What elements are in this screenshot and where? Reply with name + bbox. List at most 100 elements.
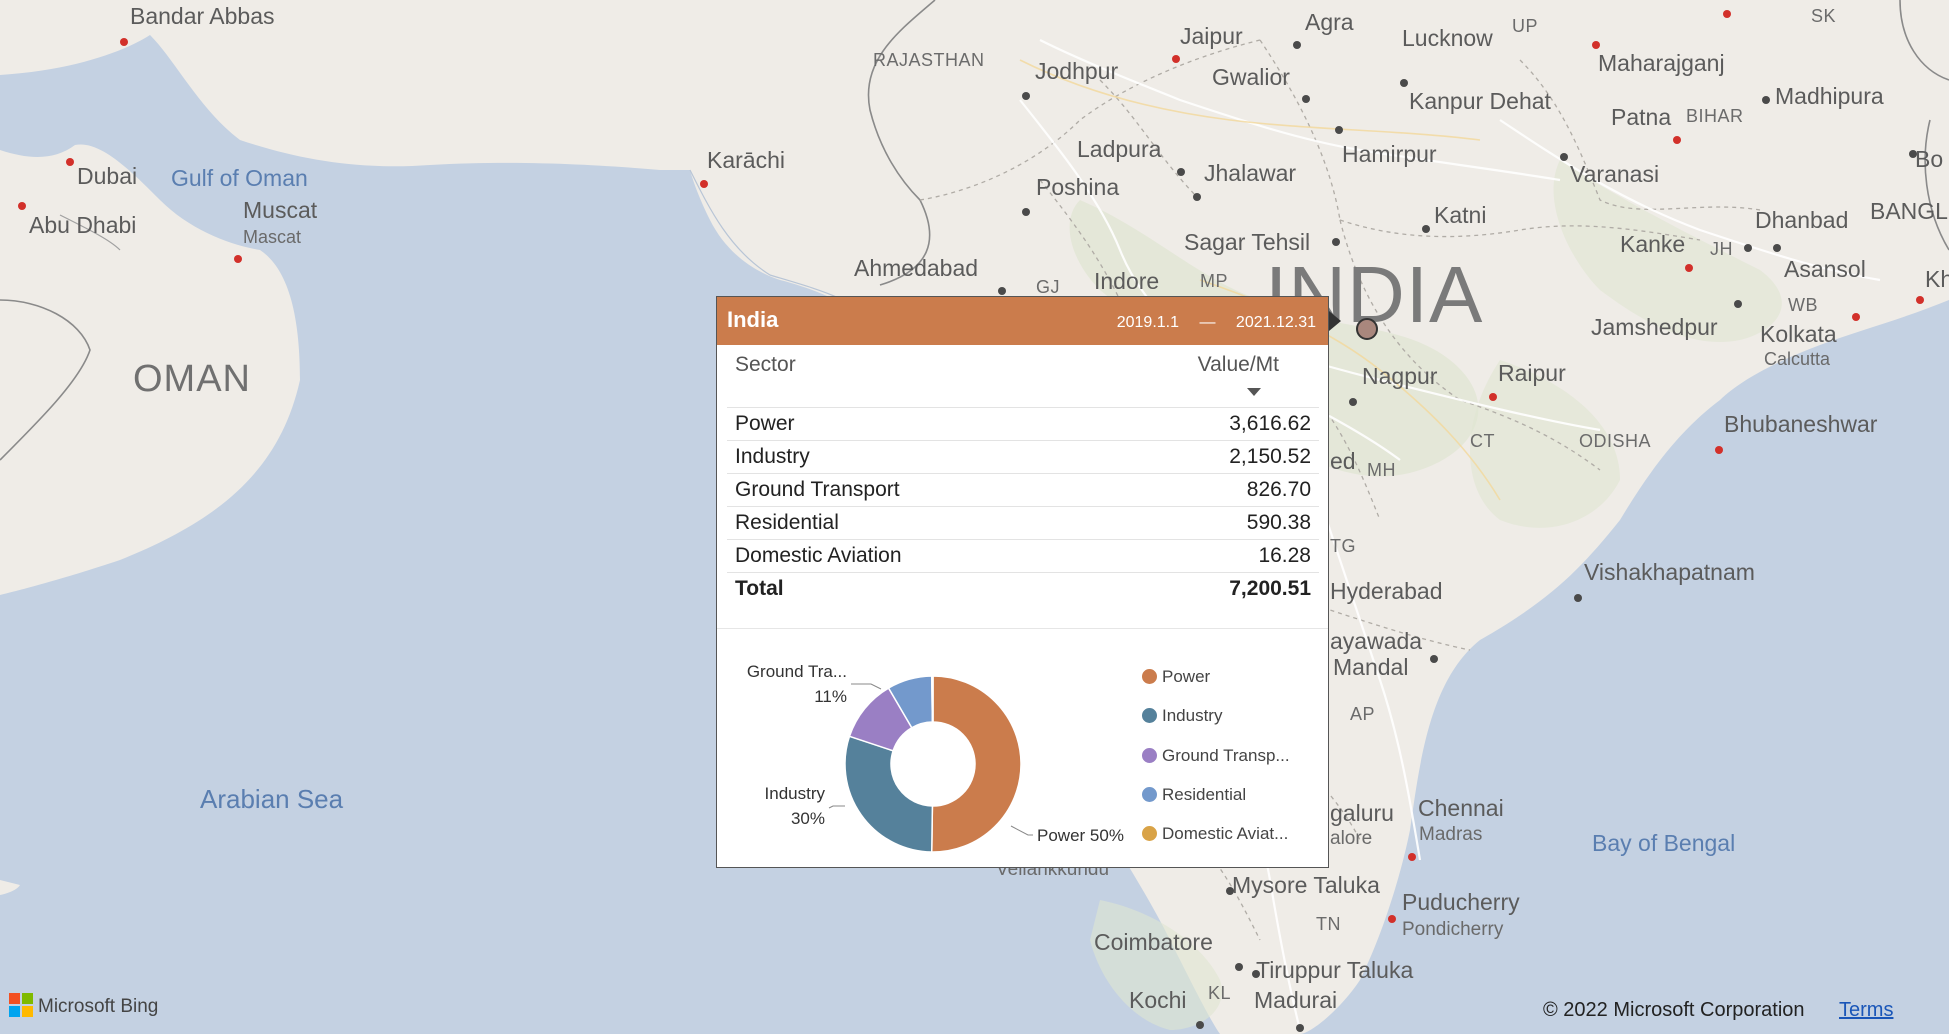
date-start: 2019.1.1: [1116, 314, 1180, 331]
donut-chart: Power 50% Industry 30% Ground Tra... 11%: [747, 662, 1124, 853]
sector-table: Sector Value/Mt Power 3,616.62 Industry …: [727, 353, 1319, 605]
map-label-gwalior: Gwalior: [1212, 64, 1290, 90]
map-label-dubai: Dubai: [77, 163, 138, 189]
donut-callouts: Power 50% Industry 30% Ground Tra... 11%: [747, 662, 1124, 845]
map-label-indore: Indore: [1094, 268, 1160, 294]
tooltip-title: India: [727, 307, 779, 332]
map-label-madhipura: Madhipura: [1775, 83, 1884, 109]
city-marker: [18, 202, 26, 210]
donut-slice-power[interactable]: [930, 675, 1022, 853]
map-label-poshina: Poshina: [1036, 174, 1120, 200]
city-marker: [1592, 41, 1600, 49]
map-label-patna: Patna: [1611, 104, 1672, 130]
map-label-bo: Bo: [1915, 146, 1944, 172]
map-label-wb: WB: [1788, 295, 1818, 315]
city-marker: [1302, 95, 1310, 103]
map-label-ladpura: Ladpura: [1077, 136, 1162, 162]
map-label-bhubaneshwar: Bhubaneshwar: [1724, 411, 1878, 437]
map-label-ahmedabad: Ahmedabad: [854, 255, 979, 281]
map-label-pondicherry: Pondicherry: [1402, 919, 1504, 940]
legend-item-power[interactable]: Power: [1142, 667, 1210, 687]
map-label-ap: AP: [1350, 704, 1376, 724]
legend-swatch: [1142, 787, 1157, 802]
map-label-kl: KL: [1208, 983, 1232, 1003]
city-marker: [1235, 963, 1243, 971]
terms-link[interactable]: Terms: [1839, 999, 1894, 1021]
map-label-tn: TN: [1316, 914, 1341, 934]
date-range: 2019.1.1 — 2021.12.31: [1117, 314, 1316, 332]
city-marker: [1296, 1024, 1304, 1032]
value-cell: 2,150.52: [1073, 440, 1319, 474]
map-label-sk: SK: [1811, 6, 1837, 26]
map-label-rajasthan: RAJASTHAN: [873, 50, 985, 70]
city-marker: [1762, 96, 1770, 104]
sector-cell: Residential: [727, 506, 1074, 540]
sector-cell: Ground Transport: [727, 473, 1074, 507]
map-label-arabian-sea: Arabian Sea: [200, 784, 344, 814]
city-marker: [1349, 398, 1357, 406]
city-marker: [1673, 136, 1681, 144]
column-header-sector[interactable]: Sector: [735, 353, 796, 376]
legend-item-residential[interactable]: Residential: [1142, 785, 1246, 805]
map-label-ct: CT: [1470, 431, 1495, 451]
map-label-galuru: galuru: [1330, 800, 1394, 826]
city-marker: [1773, 244, 1781, 252]
legend-label: Industry: [1162, 706, 1223, 725]
donut-slice-domestic-aviation[interactable]: [930, 675, 934, 723]
city-marker: [1734, 300, 1742, 308]
city-marker: [1916, 296, 1924, 304]
map-label-oman: OMAN: [133, 358, 251, 400]
map-label-raipur: Raipur: [1498, 360, 1566, 386]
legend-item-domestic-aviation[interactable]: Domestic Aviat...: [1142, 824, 1288, 844]
map-label-hamirpur: Hamirpur: [1342, 141, 1437, 167]
location-marker-india[interactable]: [1356, 318, 1378, 340]
legend-item-ground-transport[interactable]: Ground Transp...: [1142, 746, 1290, 766]
city-marker: [1723, 10, 1731, 18]
map-label-nagpur: Nagpur: [1362, 363, 1438, 389]
value-cell: 826.70: [1073, 473, 1319, 507]
total-label: Total: [727, 572, 1074, 605]
data-label-ground-transport: Ground Tra...: [747, 662, 847, 681]
table-row: Ground Transport 826.70: [727, 473, 1319, 507]
date-end: 2021.12.31: [1235, 314, 1316, 331]
value-cell: 590.38: [1073, 506, 1319, 540]
city-marker: [998, 287, 1006, 295]
legend-item-industry[interactable]: Industry: [1142, 706, 1222, 726]
table-row: Industry 2,150.52: [727, 440, 1319, 474]
map-label-vishakhapatnam: Vishakhapatnam: [1584, 559, 1755, 585]
table-row: Power 3,616.62: [727, 407, 1319, 441]
city-marker: [1226, 887, 1234, 895]
map-label-ed: ed: [1330, 448, 1356, 474]
bing-logo[interactable]: Microsoft Bing: [9, 993, 158, 1018]
map-label-tiruppur-taluka: Tiruppur Taluka: [1256, 957, 1414, 983]
date-separator: —: [1199, 314, 1216, 331]
city-marker: [1422, 225, 1430, 233]
column-header-value[interactable]: Value/Mt: [1073, 353, 1319, 408]
table-row: Residential 590.38: [727, 506, 1319, 540]
city-marker: [1252, 970, 1260, 978]
divider: [717, 628, 1328, 629]
map-label-bay-of-bengal: Bay of Bengal: [1592, 830, 1736, 856]
map-label-jamshedpur: Jamshedpur: [1591, 314, 1718, 340]
map-label-jh: JH: [1710, 239, 1733, 259]
map-label-kanpur-dehat: Kanpur Dehat: [1409, 88, 1551, 114]
donut-slices: [844, 675, 1022, 853]
city-marker: [1335, 126, 1343, 134]
data-label-power: Power 50%: [1037, 826, 1124, 845]
map-label-calcutta: Calcutta: [1764, 349, 1831, 369]
city-marker: [234, 255, 242, 263]
map-label-chennai: Chennai: [1418, 795, 1504, 821]
map-label-asansol: Asansol: [1784, 256, 1866, 282]
microsoft-logo-icon: [9, 993, 33, 1017]
city-marker: [1196, 1021, 1204, 1029]
city-marker: [1293, 41, 1301, 49]
map-label-alore: alore: [1330, 828, 1373, 849]
map-label-odisha: ODISHA: [1579, 431, 1652, 451]
city-marker: [1852, 313, 1860, 321]
legend-swatch: [1142, 826, 1157, 841]
donut-slice-industry[interactable]: [844, 735, 934, 853]
city-marker: [1177, 168, 1185, 176]
map-label-jhalawar: Jhalawar: [1204, 160, 1297, 186]
tooltip-pointer: [1329, 311, 1341, 331]
map-label-gulf-of-oman: Gulf of Oman: [171, 165, 308, 191]
